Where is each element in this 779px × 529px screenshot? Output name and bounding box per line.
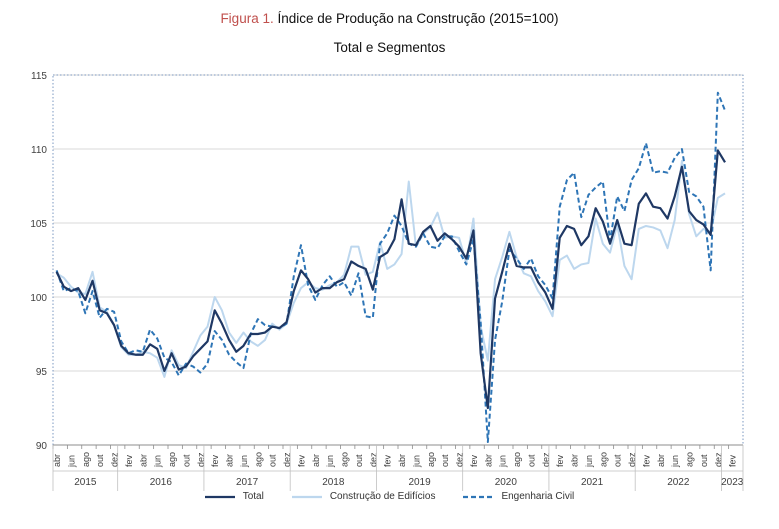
figure-number: Figura 1. (220, 11, 274, 26)
year-label: 2016 (150, 477, 173, 488)
year-label: 2023 (721, 477, 744, 488)
x-tick-label: jun (66, 455, 76, 468)
x-tick-label: fev (469, 454, 479, 467)
x-tick-label: jun (411, 455, 421, 468)
x-tick-label: jun (153, 455, 163, 468)
legend-item: Total (204, 491, 264, 502)
x-tick-label: ago (340, 452, 350, 467)
legend-swatch (204, 495, 235, 498)
x-tick-label: ago (81, 452, 91, 467)
series-line-constru-o-de-edif-cios (56, 159, 726, 378)
x-tick-label: abr (225, 454, 235, 467)
x-tick-label: out (699, 454, 709, 467)
legend-swatch (463, 495, 494, 498)
x-tick-label: fev (210, 454, 220, 467)
x-tick-label: ago (253, 452, 263, 467)
x-tick-label: out (354, 454, 364, 467)
x-tick-label: abr (570, 454, 580, 467)
year-label: 2017 (236, 477, 259, 488)
x-tick-label: abr (311, 454, 321, 467)
x-tick-label: jun (239, 455, 249, 468)
legend-label: Construção de Edifícios (329, 491, 436, 502)
x-tick-label: dez (627, 452, 637, 467)
legend-label: Total (242, 491, 264, 502)
year-label: 2020 (495, 477, 518, 488)
x-tick-label: dez (541, 452, 551, 467)
y-tick-label: 115 (31, 71, 47, 82)
x-tick-label: ago (685, 452, 695, 467)
x-tick-label: fev (641, 454, 651, 467)
x-tick-label: abr (397, 454, 407, 467)
year-label: 2015 (74, 477, 97, 488)
legend-label: Engenharia Civil (501, 491, 575, 502)
x-tick-label: ago (512, 452, 522, 467)
x-tick-label: dez (368, 452, 378, 467)
x-tick-label: abr (656, 454, 666, 467)
x-tick-label: fev (555, 454, 565, 467)
year-label: 2021 (581, 477, 604, 488)
year-label: 2018 (322, 477, 345, 488)
x-tick-label: out (268, 454, 278, 467)
x-tick-label: out (613, 454, 623, 467)
x-tick-label: jun (584, 455, 594, 468)
legend-swatch (291, 495, 322, 498)
chart-title: Figura 1. Índice de Produção na Construç… (0, 11, 779, 26)
x-tick-label: out (440, 454, 450, 467)
x-tick-label: jun (325, 455, 335, 468)
series-line-total (55, 149, 726, 410)
year-label: 2022 (667, 477, 690, 488)
legend-item: Construção de Edifícios (291, 491, 436, 502)
x-tick-label: abr (52, 454, 62, 467)
x-tick-label: abr (138, 454, 148, 467)
y-tick-label: 105 (30, 219, 47, 230)
x-tick-label: ago (426, 452, 436, 467)
x-tick-label: fev (728, 454, 738, 467)
legend-item: Engenharia Civil (463, 491, 574, 502)
x-tick-label: jun (670, 455, 680, 468)
y-tick-label: 90 (36, 441, 48, 452)
x-tick-label: abr (483, 454, 493, 467)
x-tick-label: fev (383, 454, 393, 467)
chart-title-text: Índice de Produção na Construção (2015=1… (277, 11, 559, 26)
x-tick-label: dez (196, 452, 206, 467)
y-tick-label: 100 (30, 293, 47, 304)
x-tick-label: fev (124, 454, 134, 467)
x-tick-label: ago (598, 452, 608, 467)
x-tick-label: ago (167, 452, 177, 467)
y-tick-label: 95 (36, 367, 48, 378)
x-tick-label: dez (110, 452, 120, 467)
chart-legend: Total Construção de Edifícios Engenharia C… (0, 491, 779, 502)
x-tick-label: out (526, 454, 536, 467)
x-tick-label: out (95, 454, 105, 467)
x-tick-label: dez (455, 452, 465, 467)
y-tick-label: 110 (31, 145, 47, 156)
x-tick-label: fev (296, 454, 306, 467)
x-tick-label: dez (282, 452, 292, 467)
x-tick-label: out (181, 454, 191, 467)
chart-subtitle: Total e Segmentos (333, 40, 446, 55)
year-label: 2019 (408, 477, 431, 488)
x-tick-label: dez (713, 452, 723, 467)
x-tick-label: jun (498, 455, 508, 468)
